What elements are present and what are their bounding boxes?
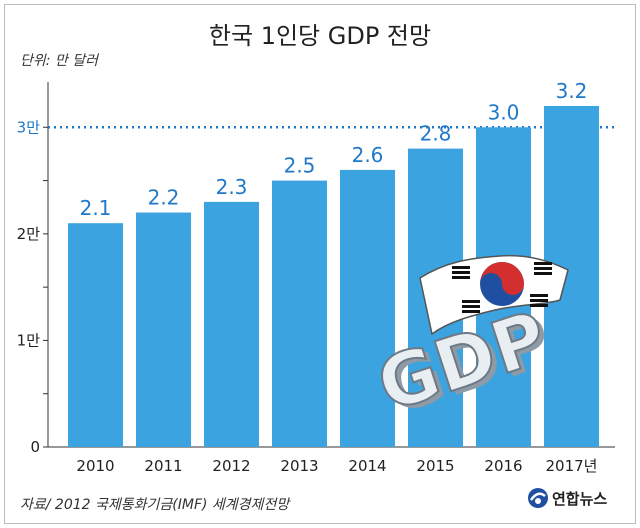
x-tick-label: 2011 xyxy=(144,457,182,475)
yonhap-logo-icon xyxy=(528,488,548,508)
x-tick-label: 2017년 xyxy=(546,457,598,475)
bar-2012 xyxy=(204,201,259,447)
bar-value-label: 2.5 xyxy=(284,154,316,178)
x-tick-label: 2014 xyxy=(348,457,386,475)
bar-2014 xyxy=(340,169,395,447)
bar-value-label: 3.2 xyxy=(556,79,588,103)
y-tick-label: 1만 xyxy=(17,331,41,349)
y-tick-label: 2만 xyxy=(17,225,41,243)
x-tick-label: 2013 xyxy=(280,457,318,475)
bar-value-label: 2.6 xyxy=(352,143,384,167)
source-note: 자료/ 2012 국제통화기금(IMF) 세계경제전망 xyxy=(20,497,290,513)
bar-2010 xyxy=(68,223,123,447)
y-tick-label: 3만 xyxy=(17,118,41,136)
chart-title: 한국 1인당 GDP 전망 xyxy=(208,22,432,50)
x-tick-label: 2012 xyxy=(212,457,250,475)
bar-value-label: 3.0 xyxy=(488,100,520,124)
yonhap-logo: 연합뉴스 xyxy=(527,487,607,509)
unit-label: 단위: 만 달러 xyxy=(20,53,99,69)
korean-flag-icon xyxy=(419,254,569,336)
bar-value-label: 2.1 xyxy=(80,196,112,220)
gdp-flag-illustration: GDP GDP xyxy=(367,254,569,431)
x-tick-label: 2016 xyxy=(484,457,522,475)
bar-2011 xyxy=(136,212,191,447)
bar-value-label: 2.3 xyxy=(216,175,248,199)
bar-value-label: 2.8 xyxy=(420,122,452,146)
bar-value-label: 2.2 xyxy=(148,186,180,210)
bar-2013 xyxy=(272,180,327,448)
y-tick-label: 0 xyxy=(30,438,40,456)
logo-text: 연합뉴스 xyxy=(552,489,608,508)
x-tick-label: 2015 xyxy=(416,457,454,475)
x-tick-label: 2010 xyxy=(76,457,114,475)
